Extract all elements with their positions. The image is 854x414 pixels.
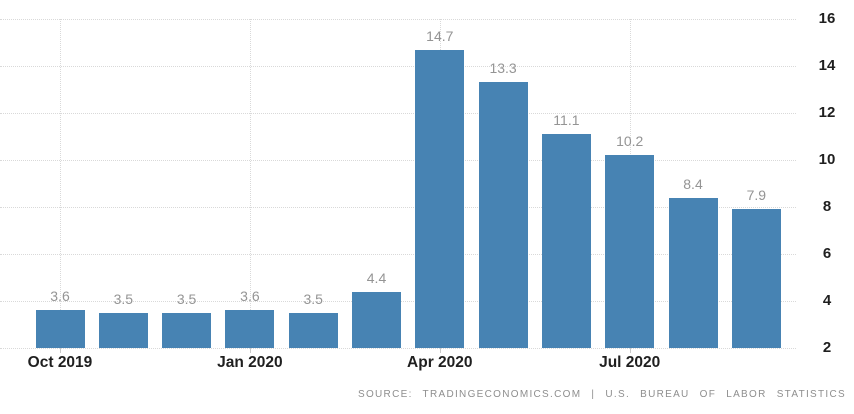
- bar-may-2020[interactable]: [478, 82, 528, 348]
- x-axis-tick-label: Oct 2019: [27, 354, 93, 371]
- bar-value-label: 3.5: [176, 290, 197, 307]
- y-axis-tick-label: 2: [822, 339, 832, 356]
- x-axis-tick-label: Apr 2020: [407, 354, 473, 371]
- bar-feb-2020[interactable]: [288, 312, 338, 348]
- vertical-gridline: [60, 19, 61, 348]
- x-axis-tick: [439, 348, 441, 353]
- bar-jun-2020[interactable]: [541, 134, 591, 348]
- bar-nov-2019[interactable]: [98, 312, 148, 348]
- y-axis-tick-label: 6: [822, 245, 832, 262]
- y-axis-tick-label: 4: [822, 292, 832, 309]
- x-axis-tick: [60, 348, 61, 353]
- bar-jan-2020[interactable]: [225, 310, 275, 348]
- x-axis-tick: [629, 348, 631, 353]
- vertical-gridline: [249, 19, 251, 348]
- bar-value-label: 14.7: [426, 27, 454, 44]
- x-axis-tick-label: Jul 2020: [599, 354, 661, 371]
- horizontal-gridline: [0, 19, 796, 20]
- bar-oct-2019[interactable]: [35, 310, 85, 348]
- y-axis-tick-label: 12: [818, 104, 836, 121]
- y-axis-tick-label: 14: [818, 57, 836, 74]
- y-axis-tick-label: 16: [818, 10, 836, 27]
- y-axis-tick-label: 10: [818, 151, 836, 168]
- bar-value-label: 13.3: [489, 60, 517, 77]
- bar-jul-2020[interactable]: [605, 155, 655, 348]
- bar-apr-2020[interactable]: [415, 49, 465, 348]
- bar-value-label: 11.1: [553, 112, 580, 129]
- y-axis-tick-label: 8: [822, 198, 832, 215]
- bar-mar-2020[interactable]: [352, 291, 401, 348]
- x-axis-tick: [249, 348, 251, 353]
- horizontal-gridline: [0, 113, 796, 114]
- horizontal-gridline: [0, 207, 796, 208]
- bar-value-label: 3.5: [303, 290, 323, 307]
- bar-value-label: 7.9: [746, 187, 767, 204]
- horizontal-gridline: [0, 66, 796, 67]
- plot-area: 3.6 3.5 3.5 3.6 3.5 4.4 14.7 13.3 11.1 10.2 8.4 7.9: [0, 19, 796, 353]
- bar-value-label: 8.4: [683, 175, 703, 192]
- bar-value-label: 4.4: [366, 269, 387, 286]
- horizontal-gridline: [0, 160, 796, 161]
- bar-sep-2020[interactable]: [731, 209, 781, 348]
- x-axis-tick-label: Jan 2020: [217, 354, 283, 371]
- bar-value-label: 3.6: [240, 288, 260, 305]
- horizontal-gridline: [0, 254, 796, 255]
- source-attribution: SOURCE: TRADINGECONOMICS.COM | U.S. BURE…: [357, 389, 846, 400]
- bar-value-label: 3.5: [113, 290, 134, 307]
- bar-aug-2020[interactable]: [668, 197, 718, 348]
- y-axis: 2 4 6 8 10 12 14 16: [804, 0, 854, 374]
- bar-value-label: 10.2: [616, 133, 644, 150]
- horizontal-gridline: [0, 348, 796, 349]
- x-axis: Oct 2019 Jan 2020 Apr 2020 Jul 2020: [0, 353, 854, 375]
- bar-dec-2019[interactable]: [162, 312, 212, 348]
- bar-value-label: 3.6: [50, 288, 70, 305]
